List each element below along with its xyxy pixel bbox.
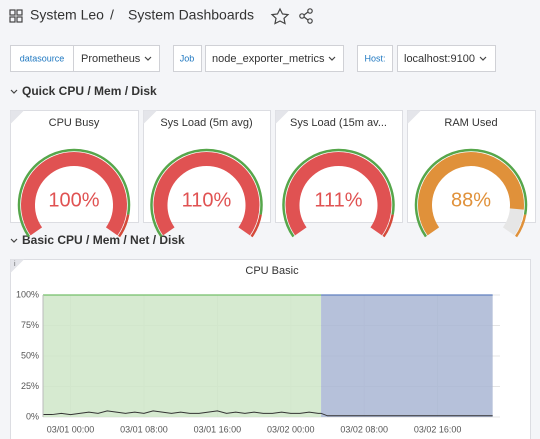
- gauge-value: 111%: [314, 189, 362, 211]
- dropdown-chevron: [144, 56, 152, 61]
- gauge-arc: [153, 152, 260, 236]
- variable-label: datasource: [20, 53, 65, 63]
- variable-value[interactable]: localhost:9100: [404, 53, 475, 65]
- variable-label: Job: [180, 53, 195, 63]
- gauge-title: Sys Load (15m av...: [290, 117, 387, 129]
- variable-select[interactable]: [397, 45, 496, 72]
- gauge-title: Sys Load (5m avg): [160, 117, 252, 129]
- info-corner: [10, 259, 24, 273]
- variable-label-box: [357, 45, 393, 72]
- x-tick-label: 03/01 16:00: [194, 424, 242, 434]
- x-tick-label: 03/02 16:00: [414, 424, 462, 434]
- info-icon: i: [14, 261, 16, 268]
- variable-label: Host:: [364, 53, 385, 63]
- info-corner: [407, 110, 421, 124]
- grid-icon[interactable]: [9, 9, 23, 23]
- gauge-threshold: [17, 148, 131, 238]
- info-corner: [143, 110, 157, 124]
- variable-label-box: [10, 45, 74, 72]
- gauge-threshold: [414, 148, 528, 238]
- share-icon[interactable]: [299, 8, 313, 24]
- y-tick-label: 50%: [21, 350, 39, 360]
- gauge-arc: [21, 152, 127, 236]
- variable-select[interactable]: [73, 45, 160, 72]
- gauge-threshold: [250, 214, 262, 238]
- gauge-title: RAM Used: [444, 117, 497, 129]
- row-chevron[interactable]: [10, 89, 18, 94]
- chart-title: CPU Basic: [245, 265, 299, 277]
- y-tick-label: 0%: [26, 411, 39, 421]
- gauge-threshold: [118, 214, 130, 238]
- variable-value[interactable]: Prometheus: [81, 53, 141, 65]
- x-tick-label: 03/01 08:00: [120, 424, 168, 434]
- row-chevron[interactable]: [10, 238, 18, 243]
- gauge-threshold: [382, 214, 394, 238]
- gauge-threshold: [150, 148, 263, 238]
- x-tick-label: 03/02 08:00: [340, 424, 388, 434]
- dropdown-chevron: [328, 56, 336, 61]
- gauge-value: 100%: [48, 189, 99, 211]
- variable-label-box: [173, 45, 202, 72]
- x-tick-label: 03/02 00:00: [267, 424, 315, 434]
- variable-select[interactable]: [205, 45, 344, 72]
- gauge-value: 110%: [182, 189, 232, 211]
- info-corner: [10, 110, 24, 124]
- gauge-threshold: [515, 214, 527, 238]
- area: [43, 295, 322, 417]
- y-tick-label: 75%: [21, 320, 39, 330]
- row-title[interactable]: Basic CPU / Mem / Net / Disk: [22, 233, 185, 247]
- row-title[interactable]: Quick CPU / Mem / Disk: [22, 84, 157, 98]
- star-icon[interactable]: [270, 7, 290, 25]
- gauge-threshold: [282, 148, 395, 238]
- dashboard-title[interactable]: System Dashboards: [128, 7, 254, 23]
- org-name[interactable]: System Leo: [30, 7, 104, 23]
- y-tick-label: 25%: [21, 381, 39, 391]
- separator: /: [110, 7, 114, 23]
- dropdown-chevron: [479, 56, 487, 61]
- y-tick-label: 100%: [16, 289, 39, 299]
- gauge-value: 88%: [451, 189, 491, 211]
- x-tick-label: 03/01 00:00: [47, 424, 95, 434]
- gauge-title: CPU Busy: [49, 117, 100, 129]
- info-corner: [275, 110, 289, 124]
- gauge-arc: [285, 152, 392, 236]
- series-line: [43, 410, 493, 417]
- variable-value[interactable]: node_exporter_metrics: [212, 53, 325, 65]
- area: [321, 295, 493, 417]
- gauge-arc: [418, 152, 524, 236]
